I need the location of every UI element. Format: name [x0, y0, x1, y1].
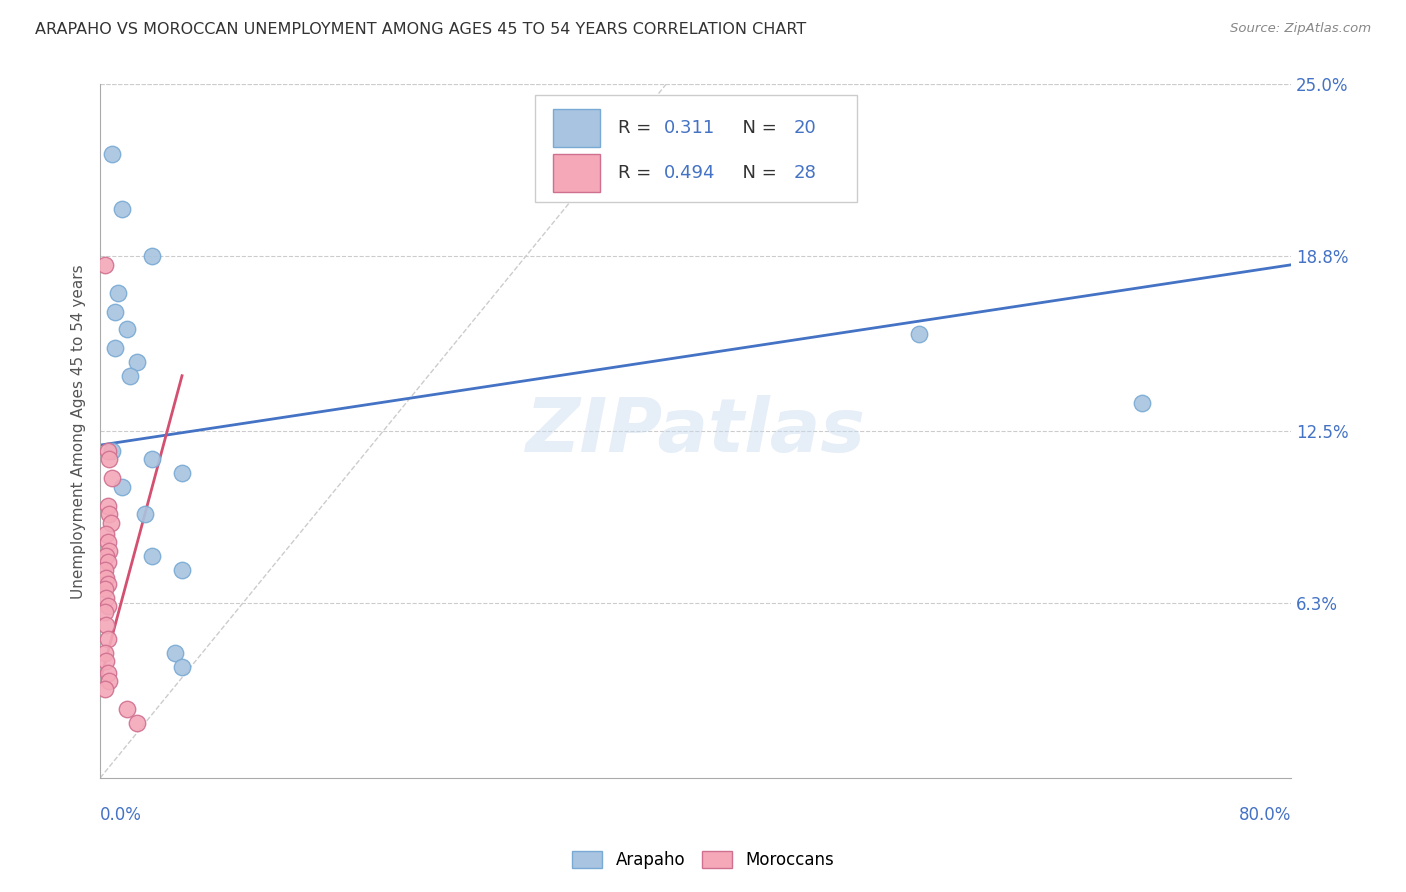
- Point: [94, 655, 117, 669]
- Text: 28: 28: [793, 164, 817, 182]
- Point: [141, 549, 163, 563]
- Point: [1132, 396, 1154, 410]
- Text: 20: 20: [793, 119, 815, 136]
- Point: [908, 327, 931, 342]
- Point: [141, 249, 163, 263]
- FancyBboxPatch shape: [553, 109, 600, 147]
- Point: [170, 466, 193, 480]
- Y-axis label: Unemployment Among Ages 45 to 54 years: Unemployment Among Ages 45 to 54 years: [72, 264, 86, 599]
- Point: [93, 682, 115, 697]
- Point: [98, 452, 121, 467]
- Point: [141, 452, 163, 467]
- Point: [97, 443, 120, 458]
- Point: [97, 555, 120, 569]
- Point: [98, 543, 121, 558]
- FancyBboxPatch shape: [534, 95, 856, 202]
- Point: [94, 571, 117, 585]
- Point: [107, 285, 129, 300]
- Text: ZIPatlas: ZIPatlas: [526, 395, 866, 467]
- Point: [94, 591, 117, 605]
- Text: N =: N =: [731, 164, 783, 182]
- Point: [97, 665, 120, 680]
- Point: [163, 646, 186, 660]
- Point: [134, 508, 156, 522]
- Point: [118, 368, 141, 383]
- Point: [93, 582, 115, 597]
- Point: [127, 355, 149, 369]
- Text: 0.0%: 0.0%: [100, 805, 142, 823]
- Point: [94, 618, 117, 632]
- Text: ARAPAHO VS MOROCCAN UNEMPLOYMENT AMONG AGES 45 TO 54 YEARS CORRELATION CHART: ARAPAHO VS MOROCCAN UNEMPLOYMENT AMONG A…: [35, 22, 807, 37]
- Point: [94, 549, 117, 563]
- Point: [101, 443, 124, 458]
- Text: Source: ZipAtlas.com: Source: ZipAtlas.com: [1230, 22, 1371, 36]
- Text: 0.311: 0.311: [664, 119, 714, 136]
- Point: [93, 563, 115, 577]
- Point: [98, 508, 121, 522]
- Point: [97, 499, 120, 513]
- Legend: Arapaho, Moroccans: Arapaho, Moroccans: [562, 841, 844, 880]
- Point: [115, 701, 138, 715]
- Point: [98, 673, 121, 688]
- Point: [97, 632, 120, 647]
- Point: [97, 576, 120, 591]
- Point: [170, 563, 193, 577]
- Point: [111, 202, 134, 217]
- Text: 80.0%: 80.0%: [1239, 805, 1291, 823]
- Text: R =: R =: [619, 119, 657, 136]
- Point: [97, 535, 120, 549]
- Point: [93, 646, 115, 660]
- Point: [100, 516, 122, 530]
- Point: [104, 341, 127, 355]
- FancyBboxPatch shape: [553, 153, 600, 192]
- Point: [93, 605, 115, 619]
- Text: N =: N =: [731, 119, 783, 136]
- Point: [101, 471, 124, 485]
- Point: [101, 146, 124, 161]
- Point: [104, 305, 127, 319]
- Point: [111, 480, 134, 494]
- Point: [93, 258, 115, 272]
- Point: [170, 660, 193, 674]
- Text: 0.494: 0.494: [664, 164, 716, 182]
- Point: [97, 599, 120, 613]
- Text: R =: R =: [619, 164, 657, 182]
- Point: [94, 527, 117, 541]
- Point: [115, 321, 138, 335]
- Point: [127, 715, 149, 730]
